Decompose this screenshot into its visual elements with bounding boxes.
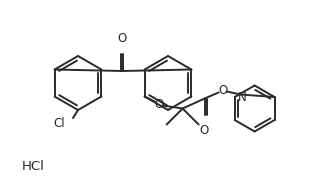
Text: Cl: Cl <box>53 117 65 129</box>
Text: O: O <box>117 32 127 45</box>
Text: O: O <box>218 84 227 97</box>
Text: O: O <box>154 98 163 111</box>
Text: HCl: HCl <box>22 160 45 173</box>
Text: O: O <box>199 124 208 137</box>
Text: N: N <box>238 91 247 104</box>
